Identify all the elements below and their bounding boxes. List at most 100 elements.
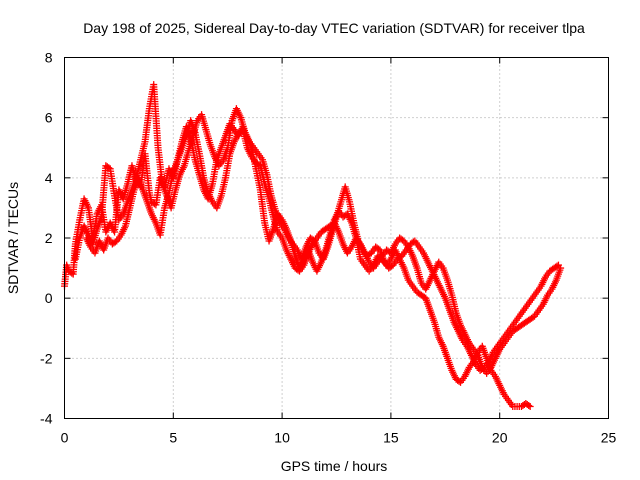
plot-frame [64, 57, 609, 419]
interpolated-marks [364, 250, 374, 259]
interpolated-marks [371, 260, 380, 270]
x-tick-label: 20 [492, 430, 508, 446]
interpolated-marks [369, 245, 378, 255]
interpolated-marks [69, 242, 79, 276]
y-tick-label: 6 [45, 110, 53, 126]
y-axis-title: SDTVAR / TECUs [5, 182, 21, 294]
interpolated-marks [205, 191, 216, 204]
interpolated-marks [195, 113, 204, 123]
interpolated-marks [502, 392, 511, 402]
interpolated-marks [510, 325, 520, 334]
x-tick-label: 15 [383, 430, 399, 446]
interpolated-marks [495, 338, 504, 348]
series-tlpa-b [82, 117, 565, 377]
interpolated-marks [451, 320, 461, 333]
interpolated-marks [116, 212, 126, 222]
interpolated-marks [367, 263, 376, 273]
interpolated-marks [384, 257, 393, 267]
series-tlpa-a [61, 120, 534, 410]
interpolated-marks [540, 293, 551, 306]
interpolated-marks [288, 257, 298, 270]
interpolated-marks [360, 248, 370, 258]
interpolated-marks [232, 128, 241, 138]
y-tick-label: -2 [40, 350, 53, 366]
interpolated-marks [88, 245, 98, 255]
interpolated-marks [63, 263, 72, 273]
interpolated-marks [492, 347, 503, 361]
interpolated-marks [275, 212, 285, 222]
interpolated-marks [107, 167, 118, 197]
interpolated-marks [384, 247, 393, 256]
interpolated-marks [218, 134, 229, 150]
interpolated-marks [242, 131, 253, 144]
interpolated-marks [244, 146, 255, 159]
interpolated-marks [179, 134, 190, 150]
interpolated-marks [444, 356, 455, 372]
interpolated-marks [453, 311, 464, 327]
interpolated-marks [525, 296, 535, 306]
interpolated-marks [305, 242, 316, 255]
interpolated-marks [81, 224, 92, 237]
interpolated-marks [320, 245, 331, 261]
interpolated-marks [409, 254, 420, 270]
interpolated-marks [279, 236, 290, 252]
interpolated-marks [286, 236, 296, 246]
interpolated-marks [410, 284, 420, 294]
interpolated-marks [210, 200, 219, 210]
interpolated-marks [457, 323, 468, 336]
interpolated-marks [442, 296, 453, 312]
interpolated-marks [530, 290, 539, 300]
interpolated-marks [454, 376, 463, 385]
interpolated-marks [335, 230, 346, 246]
interpolated-marks [140, 188, 150, 204]
interpolated-marks [479, 344, 490, 360]
interpolated-marks [297, 263, 306, 273]
x-axis-title: GPS time / hours [281, 458, 388, 474]
interpolated-marks [484, 365, 494, 375]
interpolated-marks [301, 251, 311, 267]
interpolated-marks [247, 140, 256, 150]
grid [64, 57, 609, 419]
interpolated-marks [521, 302, 531, 312]
interpolated-marks [317, 251, 326, 261]
interpolated-marks [497, 383, 507, 397]
interpolated-marks [523, 316, 533, 325]
interpolated-marks [532, 308, 541, 318]
interpolated-marks [103, 163, 113, 172]
interpolated-marks [253, 160, 263, 169]
interpolated-marks [419, 292, 428, 301]
interpolated-marks [308, 235, 317, 244]
interpolated-marks [420, 251, 431, 264]
interpolated-marks [290, 242, 300, 252]
interpolated-marks [538, 275, 549, 288]
interpolated-marks [497, 341, 507, 351]
interpolated-marks [154, 146, 166, 185]
interpolated-marks [375, 254, 385, 264]
interpolated-marks [114, 233, 124, 243]
interpolated-marks [141, 107, 153, 143]
interpolated-marks [464, 344, 475, 358]
data-marks [61, 81, 565, 410]
interpolated-marks [146, 191, 155, 204]
y-tick-label: 4 [45, 170, 53, 186]
interpolated-marks [231, 131, 242, 144]
interpolated-marks [150, 83, 162, 149]
interpolated-marks [124, 188, 135, 204]
interpolated-marks [553, 266, 564, 282]
interpolated-marks [314, 230, 324, 240]
interpolated-marks [462, 332, 472, 345]
interpolated-marks [423, 278, 433, 291]
interpolated-marks [499, 332, 509, 342]
interpolated-marks [395, 253, 404, 262]
interpolated-marks [249, 155, 259, 165]
interpolated-marks [536, 302, 546, 312]
interpolated-marks [355, 239, 366, 252]
interpolated-marks [419, 281, 428, 291]
interpolated-marks [386, 262, 396, 271]
interpolated-marks [478, 364, 487, 373]
interpolated-marks [303, 236, 314, 249]
interpolated-marks [504, 326, 513, 336]
interpolated-marks [220, 146, 231, 162]
interpolated-marks [427, 308, 438, 324]
interpolated-marks [488, 368, 498, 378]
